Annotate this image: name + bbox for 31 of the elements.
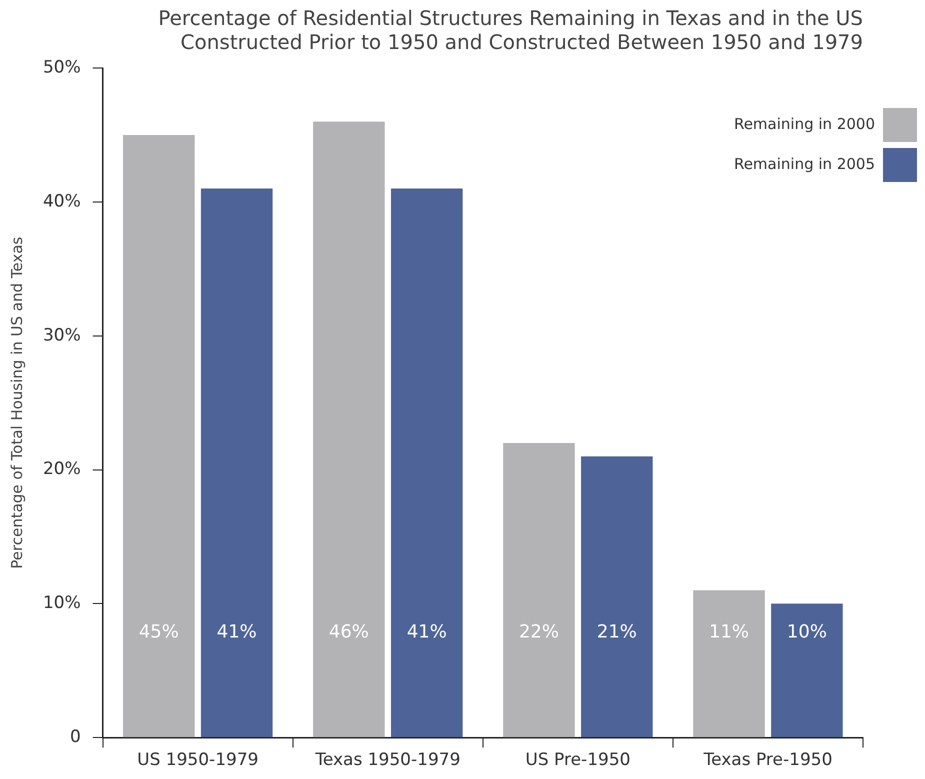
text: Constructed Prior to 1950 and Constructed Between 1950 and 1979 (180, 30, 863, 54)
y-axis-title: Percentage of Total Housing in US and Texas (8, 236, 26, 569)
x-tick-label: US 1950-1979 (137, 750, 258, 770)
x-tick-label: Texas 1950-1979 (314, 750, 460, 770)
bar (693, 590, 765, 738)
bar (313, 122, 385, 738)
y-tick-label: 10% (42, 593, 81, 614)
bar (503, 442, 575, 738)
text: Percentage of Residential Structures Remaining in Texas and in the US (158, 6, 863, 30)
y-tick-label: 0 (70, 727, 81, 748)
data-label: 41% (406, 621, 447, 642)
data-label: 46% (328, 621, 369, 642)
data-label: 11% (709, 621, 750, 642)
y-tick-label: 30% (42, 325, 81, 346)
data-label: 21% (596, 621, 637, 642)
legend-label: Remaining in 2000 (734, 114, 875, 133)
bar (771, 604, 843, 738)
data-label: 22% (518, 621, 559, 642)
bar (390, 188, 463, 738)
data-label: 45% (138, 621, 179, 642)
data-label: 41% (216, 621, 257, 642)
bar (123, 134, 195, 738)
x-tick-label: US Pre-1950 (525, 750, 630, 770)
legend-label: Remaining in 2005 (734, 154, 875, 173)
data-label: 10% (786, 621, 827, 642)
y-tick-label: 20% (42, 459, 81, 480)
x-tick-label: Texas Pre-1950 (702, 750, 832, 770)
y-tick-label: 50% (42, 57, 81, 78)
y-tick-label: 40% (42, 191, 81, 212)
bar (581, 456, 653, 738)
bar (200, 188, 273, 738)
